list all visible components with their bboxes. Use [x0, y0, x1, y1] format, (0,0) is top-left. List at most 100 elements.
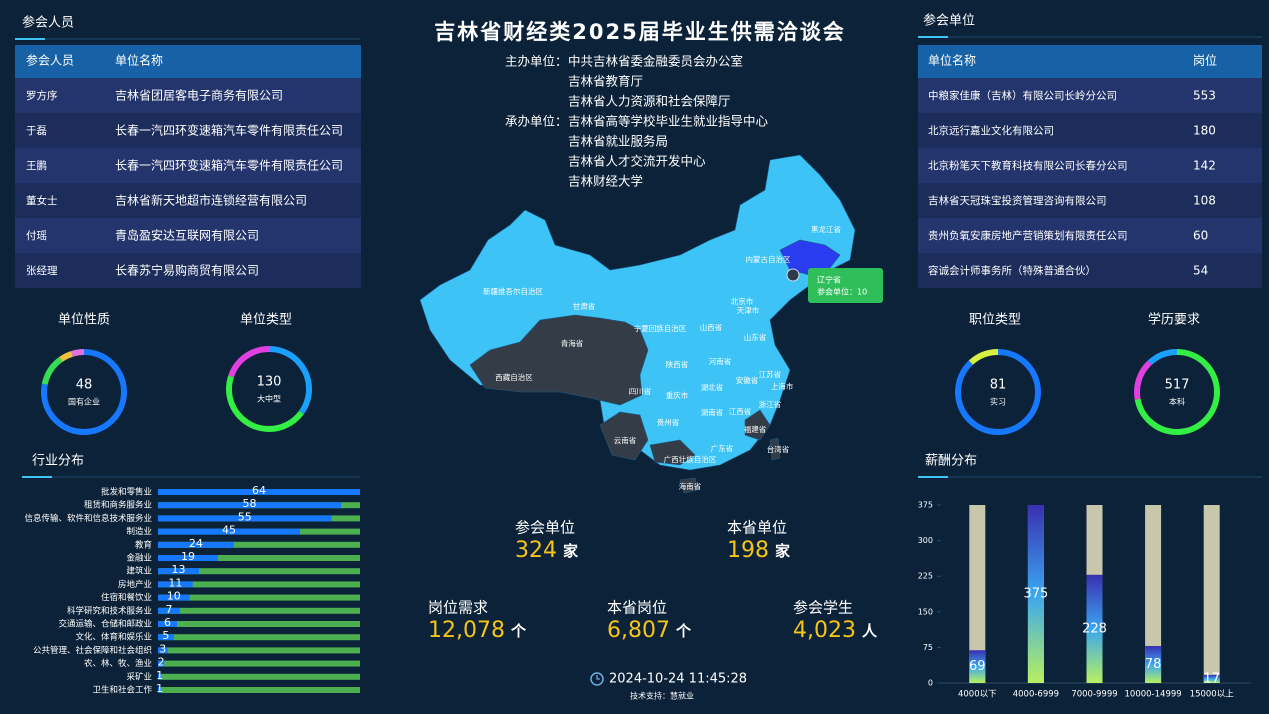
category-label: 信息传输、软件和信息技术服务业 [24, 513, 152, 524]
table-cell: 中粮家佳康（吉林）有限公司长岭分公司 [928, 89, 1117, 102]
map [419, 154, 883, 494]
table-cell: 张经理 [26, 264, 58, 277]
organizer: 吉林财经大学 [568, 174, 643, 189]
tooltip-title: 辽宁省 [817, 275, 841, 285]
value-label: 24 [189, 537, 203, 550]
y-tick-label: 225 [918, 572, 933, 581]
stat-value-line: 324 家 [515, 538, 578, 563]
stat-value: 324 [515, 538, 557, 563]
table-row [15, 113, 361, 148]
gauge-label: 实习 [990, 397, 1006, 407]
table-cell: 北京粉笔天下教育科技有限公司长春分公司 [928, 159, 1128, 172]
x-tick-label: 10000-14999 [1125, 690, 1182, 700]
table-row [918, 78, 1262, 113]
map-label: 云南省 [614, 435, 637, 445]
bar-track [158, 687, 360, 693]
y-tick-label: 75 [923, 643, 933, 652]
stat-value-line: 4,023 人 [793, 618, 878, 643]
column-header: 单位名称 [115, 53, 163, 68]
map-label: 天津市 [737, 305, 760, 315]
category-label: 交通运输、仓储和邮政业 [58, 619, 152, 630]
bar-track [158, 621, 360, 627]
bar [158, 502, 342, 509]
table-row [15, 183, 361, 218]
organizer: 吉林省就业服务局 [568, 134, 668, 149]
timestamp: 2024-10-24 11:45:28 [609, 672, 747, 687]
bar [1027, 505, 1044, 683]
x-tick-label: 4000-6999 [1013, 690, 1059, 700]
bar [969, 650, 986, 683]
map-label: 湖南省 [701, 407, 724, 417]
x-tick-label: 7000-9999 [1071, 690, 1117, 700]
stat-unit: 家 [775, 542, 790, 560]
stat-value: 198 [727, 538, 769, 563]
panel-title: 参会人员 [22, 15, 74, 31]
column-header: 参会人员 [26, 53, 74, 68]
map-label: 黑龙江省 [811, 224, 841, 234]
map-label: 宁夏回族自治区 [634, 323, 687, 333]
bar [158, 541, 234, 548]
panel-title: 薪酬分布 [925, 454, 977, 469]
gauge-title: 职位类型 [969, 313, 1021, 328]
bar-track [158, 660, 360, 667]
bar-track [158, 541, 360, 548]
table-row [918, 148, 1262, 183]
value-label: 19 [181, 550, 195, 563]
category-label: 金融业 [126, 553, 152, 564]
stat-value-line: 6,807 个 [607, 618, 692, 643]
table-cell: 长春苏宁易购商贸有限公司 [115, 263, 259, 278]
bar-track [158, 581, 360, 588]
table-row [15, 78, 361, 113]
value-label: 1 [156, 682, 163, 695]
value-label: 17 [1203, 671, 1220, 686]
bar [1145, 645, 1162, 683]
map-label: 上海市 [771, 381, 794, 391]
table-cell: 王鹏 [26, 159, 47, 172]
value-label: 11 [168, 576, 182, 589]
stat-value-line: 198 家 [727, 538, 790, 563]
bar-track [158, 634, 360, 641]
table-cell: 吉林省新天地超市连锁经营有限公司 [115, 193, 307, 208]
map-label: 贵州省 [657, 417, 680, 427]
clock-hand [596, 675, 600, 680]
bar [158, 515, 332, 522]
value-label: 1 [156, 669, 163, 682]
map-label: 河南省 [709, 356, 732, 366]
map-label: 浙江省 [759, 399, 782, 409]
map-label: 福建省 [744, 424, 767, 434]
y-tick-label: 375 [918, 501, 933, 510]
table-row [15, 148, 361, 183]
tooltip-text: 参会单位：10 [817, 287, 867, 297]
value-label: 55 [238, 510, 252, 523]
bar-track [158, 607, 360, 614]
table-cell: 吉林省天冠珠宝投资管理咨询有限公司 [928, 194, 1107, 207]
table-row [918, 218, 1262, 253]
stat-value: 12,078 [428, 618, 505, 643]
value-label: 375 [1023, 587, 1048, 602]
value-label: 6 [164, 616, 171, 629]
table-row [15, 253, 361, 288]
table-cell: 长春一汽四环变速箱汽车零件有限责任公司 [115, 158, 343, 173]
category-label: 租赁和商务服务业 [84, 500, 152, 511]
title: 吉林省财经类2025届毕业生供需洽谈会 [434, 20, 845, 44]
stat-label: 本省单位 [727, 519, 787, 537]
map-region [744, 409, 771, 441]
bar [158, 581, 193, 588]
table-cell: 180 [1193, 124, 1216, 138]
value-label: 228 [1082, 621, 1107, 636]
bar-track [969, 505, 986, 683]
table-row [918, 253, 1262, 288]
map-region [469, 314, 649, 406]
stat-value-line: 12,078 个 [428, 618, 527, 643]
map-label: 山东省 [744, 332, 767, 342]
stat-label: 岗位需求 [428, 599, 488, 617]
map-label: 湖北省 [701, 382, 724, 392]
table-cell: 贵州负氧安康房地产营销策划有限责任公司 [928, 229, 1128, 242]
map-label: 海南省 [679, 481, 702, 491]
organizer-label: 承办单位： [505, 114, 568, 129]
category-label: 公共管理、社会保障和社会组织 [33, 645, 152, 656]
value-label: 58 [243, 497, 257, 510]
bar-track [158, 647, 360, 654]
category-label: 采矿业 [126, 671, 152, 682]
